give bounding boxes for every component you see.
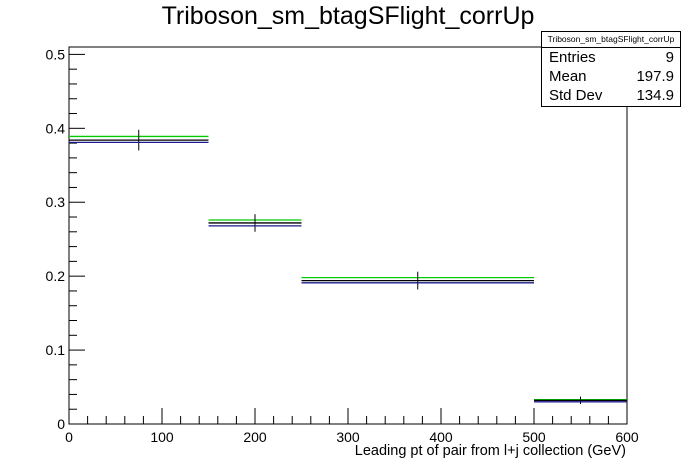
stats-row-entries: Entries 9	[542, 48, 680, 67]
y-tick-label: 0.2	[46, 268, 66, 284]
stats-row-mean: Mean 197.9	[542, 67, 680, 86]
stats-std-value: 134.9	[636, 87, 674, 104]
x-tick-label: 300	[336, 429, 360, 445]
y-tick-label: 0.1	[46, 342, 66, 358]
x-tick-label: 600	[615, 429, 639, 445]
x-tick-label: 500	[522, 429, 546, 445]
y-tick-label: 0	[57, 416, 65, 432]
stats-mean-value: 197.9	[636, 68, 674, 85]
y-tick-label: 0.5	[46, 46, 66, 62]
x-tick-label: 200	[243, 429, 267, 445]
x-axis-label: Leading pt of pair from l+j collection (…	[354, 443, 626, 459]
stats-mean-label: Mean	[549, 68, 587, 85]
stats-entries-label: Entries	[549, 49, 596, 66]
x-tick-label: 100	[150, 429, 174, 445]
x-tick-label: 400	[429, 429, 453, 445]
stats-box: Triboson_sm_btagSFlight_corrUp Entries 9…	[541, 31, 681, 107]
x-tick-label: 0	[65, 429, 73, 445]
y-tick-label: 0.3	[46, 194, 66, 210]
stats-row-std: Std Dev 134.9	[542, 86, 680, 105]
y-tick-label: 0.4	[46, 120, 66, 136]
stats-box-name: Triboson_sm_btagSFlight_corrUp	[542, 32, 680, 48]
stats-std-label: Std Dev	[549, 87, 603, 104]
stats-entries-value: 9	[665, 49, 674, 66]
chart-title: Triboson_sm_btagSFlight_corrUp	[161, 2, 535, 30]
